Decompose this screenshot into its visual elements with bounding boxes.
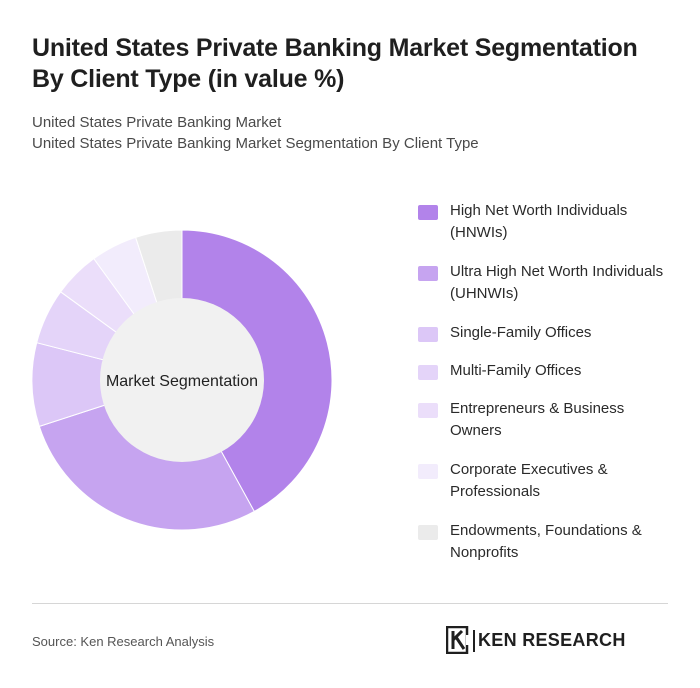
logo-divider-bar <box>473 630 475 652</box>
legend-swatch <box>418 205 438 220</box>
footer-divider <box>32 603 668 604</box>
ken-research-logo-icon <box>446 626 470 654</box>
legend-swatch <box>418 525 438 540</box>
legend-label: Entrepreneurs & Business Owners <box>450 400 625 439</box>
legend-label: Corporate Executives & Professionals <box>450 461 608 500</box>
legend-swatch <box>418 464 438 479</box>
legend-label: High Net Worth Individuals (HNWIs) <box>450 202 628 241</box>
chart-subtitle-segmentation: United States Private Banking Market Seg… <box>32 135 479 152</box>
legend-swatch <box>418 365 438 380</box>
source-note: Source: Ken Research Analysis <box>32 634 215 649</box>
legend-swatch <box>418 327 438 342</box>
legend-label: Ultra High Net Worth Individuals (UHNWIs… <box>450 263 664 302</box>
legend-label: Endowments, Foundations & Nonprofits <box>450 522 642 561</box>
legend-label: Single-Family Offices <box>450 324 592 341</box>
ken-research-logo: KEN RESEARCH <box>446 626 670 656</box>
legend-swatch <box>418 403 438 418</box>
legend-label: Multi-Family Offices <box>450 362 582 379</box>
chart-title: United States Private Banking Market Seg… <box>32 34 638 93</box>
donut-center-label: Market Segmentation <box>106 373 258 390</box>
legend-swatch <box>418 266 438 281</box>
chart-subtitle-market: United States Private Banking Market <box>32 114 282 131</box>
logo-text: KEN RESEARCH <box>478 630 626 650</box>
donut-hole <box>100 298 264 462</box>
